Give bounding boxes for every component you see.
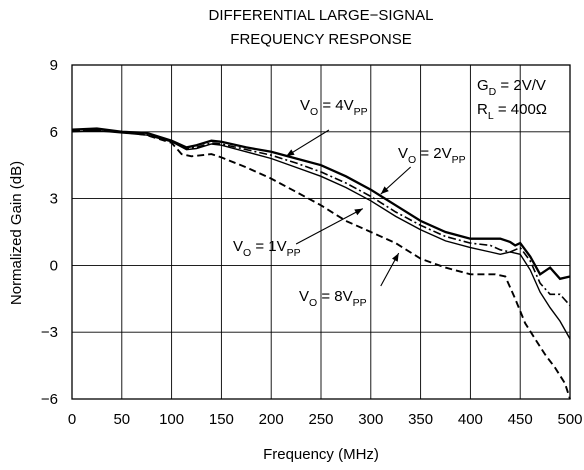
y-tick-label: 0	[50, 257, 58, 274]
leader-line	[295, 208, 364, 245]
x-tick-label: 100	[159, 411, 184, 428]
series-line-1	[71, 127, 571, 281]
condition-label: RL = 400Ω	[477, 101, 547, 122]
test-conditions: GD = 2V/V RL = 400Ω	[477, 77, 547, 122]
arrowhead	[286, 149, 295, 157]
arrowhead	[392, 253, 399, 262]
x-tick-label: 150	[209, 411, 234, 428]
x-tick-label: 250	[308, 411, 333, 428]
series-labels: VO = 4VPP VO = 2VPP VO = 1VPP VO = 8VPP	[233, 97, 466, 309]
series-label-2: VO = 2VPP	[398, 145, 466, 166]
x-tick-label: 200	[259, 411, 284, 428]
x-tick-label: 0	[68, 411, 76, 428]
arrowhead	[354, 208, 363, 216]
x-tick-label: 300	[358, 411, 383, 428]
leader-line	[285, 129, 330, 157]
y-tick-label: −6	[41, 391, 58, 408]
chart-title-line-2: FREQUENCY RESPONSE	[230, 31, 411, 48]
y-tick-label: 9	[50, 57, 58, 74]
series-line-3	[71, 129, 571, 340]
plot-frame	[71, 64, 571, 400]
series-label-1: VO = 4VPP	[300, 97, 368, 118]
x-tick-label: 50	[113, 411, 130, 428]
arrowhead	[380, 186, 389, 195]
y-tick-label: 3	[50, 191, 58, 208]
series-lines	[71, 127, 571, 400]
x-tick-label: 450	[508, 411, 533, 428]
series-line-2	[71, 128, 571, 307]
x-tick-label: 350	[408, 411, 433, 428]
chart-title-line-1: DIFFERENTIAL LARGE−SIGNAL	[209, 7, 434, 24]
y-tick-label: 6	[50, 124, 58, 141]
x-tick-label: 500	[557, 411, 582, 428]
y-axis-label: Normalized Gain (dB)	[8, 161, 25, 305]
y-tick-labels: −6 −3 0 3 6 9	[41, 57, 58, 408]
series-label-4: VO = 8VPP	[299, 288, 367, 309]
x-axis-label: Frequency (MHz)	[263, 446, 379, 463]
x-tick-label: 400	[458, 411, 483, 428]
x-tick-labels: 0 50 100 150 200 250 300 350 400 450 500	[68, 411, 583, 428]
series-line-4	[72, 128, 571, 400]
y-tick-label: −3	[41, 324, 58, 341]
condition-label: GD = 2V/V	[477, 77, 546, 98]
series-label-3: VO = 1VPP	[233, 238, 301, 259]
